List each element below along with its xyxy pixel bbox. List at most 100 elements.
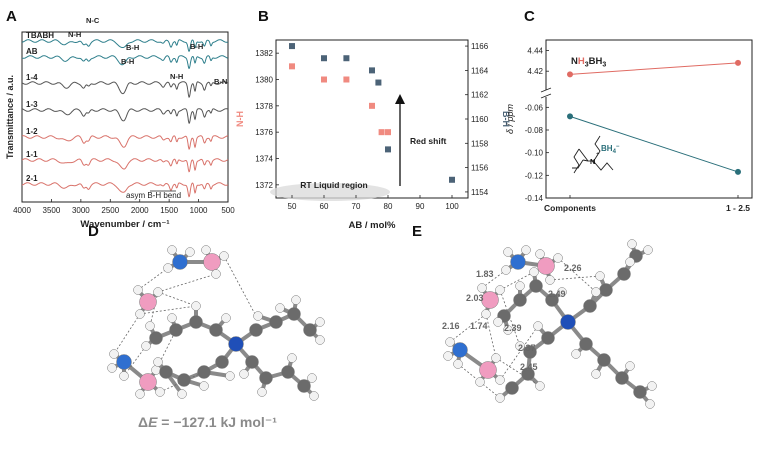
hydrogen-atom [503, 247, 513, 257]
x-tick-label: 50 [288, 202, 297, 211]
hydrogen-atom [107, 363, 117, 373]
series-label-1-2: 1-2 [26, 127, 38, 136]
distance-label: 2.03 [466, 293, 484, 303]
distance-label: 2.49 [548, 289, 566, 299]
nh3bh3-label-h: H [578, 56, 585, 67]
hydrogen-atom [135, 389, 145, 399]
ammonium-nitrogen-atom [228, 336, 244, 352]
left-y-tick-label: 1378 [255, 102, 273, 111]
hydrogen-atom [163, 263, 173, 273]
carbon-atom [523, 345, 537, 359]
dihydrogen-contact [157, 273, 217, 293]
hydrogen-atom [475, 377, 485, 387]
panel-b-frame [275, 39, 469, 199]
bh4-data-point [567, 113, 573, 120]
hydrogen-atom [501, 265, 511, 275]
nh-data-point [343, 76, 350, 83]
ftir-trace-1-2 [21, 135, 228, 150]
series-label-AB: AB [26, 47, 38, 56]
carbon-atom [579, 337, 593, 351]
distance-label: 1.83 [476, 269, 494, 279]
hydrogen-atom [529, 267, 539, 277]
red-shift-arrow-head [395, 94, 405, 104]
ftir-trace-TBABH [21, 39, 229, 53]
panel-a-x-ticks: 4000 3500 3000 2500 2000 1500 1000 500 [13, 199, 235, 215]
hydrogen-atom [627, 239, 637, 249]
hydrogen-atom [445, 337, 455, 347]
distance-label: 2.26 [564, 263, 582, 273]
panel-b-points [289, 43, 455, 183]
hydrogen-atom [453, 359, 463, 369]
y-tick-label: 4.44 [527, 46, 543, 55]
carbon-atom [281, 365, 295, 379]
bh-data-point [449, 176, 455, 183]
hydrogen-atom [219, 251, 229, 261]
nh3bh3-label-sub2: 3 [602, 62, 606, 69]
dihydrogen-contact [457, 363, 501, 399]
hydrogen-atom [535, 381, 545, 391]
series-label-1-4: 1-4 [26, 73, 38, 82]
hydrogen-atom [167, 245, 177, 255]
hydrogen-atom [535, 249, 545, 259]
bh-data-point [321, 55, 327, 62]
ftir-trace-2-1 [21, 182, 229, 198]
hydrogen-atom [495, 285, 505, 295]
panel-a-ftir-chart: 4000 3500 3000 2500 2000 1500 1000 500 TBABH AB 1… [5, 16, 235, 230]
right-y-tick-label: 1156 [471, 164, 489, 173]
boron-atom [139, 293, 157, 311]
ftir-trace-1-1 [21, 158, 229, 173]
hydrogen-atom [155, 387, 165, 397]
ftir-trace-AB [21, 55, 229, 70]
dihydrogen-contact [139, 305, 197, 315]
hydrogen-atom [571, 349, 581, 359]
hydrogen-atom [315, 335, 325, 345]
y-tick-label: -0.06 [525, 103, 544, 112]
hydrogen-atom [287, 353, 297, 363]
hydrogen-atom [199, 381, 209, 391]
bh4-label-sup: − [616, 144, 620, 150]
y-tick-label: -0.10 [525, 149, 544, 158]
carbon-atom [615, 371, 629, 385]
right-y-tick-label: 1154 [471, 188, 489, 197]
hydrogen-atom [625, 361, 635, 371]
dihydrogen-contact [499, 325, 539, 381]
hydrogen-atom [477, 283, 487, 293]
hydrogen-atom [495, 375, 505, 385]
panel-e-molecule: 1.83 2.26 2.03 2.49 2.16 1.74 2.39 2.37 2.45 [442, 239, 657, 409]
right-y-tick-label: 1166 [471, 42, 489, 51]
dihydrogen-contact [481, 269, 507, 289]
hydrogen-atom [119, 371, 129, 381]
axis-break-mark [540, 87, 552, 93]
hydrogen-atom [145, 321, 155, 331]
nh3bh3-label-bh: BH [589, 56, 603, 67]
x-category-label: 1 - 2.5 [726, 203, 750, 213]
dihydrogen-contact [155, 329, 177, 371]
carbon-atom [505, 381, 519, 395]
carbon-atom [287, 307, 301, 321]
carbon-atom [297, 379, 311, 393]
x-tick-label: 60 [320, 202, 329, 211]
bh-data-point [289, 43, 295, 50]
x-tick-label: 90 [416, 202, 425, 211]
nh3bh3-label-n: N [571, 56, 578, 67]
interaction-energy: ΔE = −127.1 kJ mol⁻¹ [138, 414, 277, 430]
hydrogen-atom [201, 245, 211, 255]
x-tick-label: 1500 [160, 206, 178, 215]
hydrogen-atom [515, 341, 525, 351]
hydrogen-atom [647, 381, 657, 391]
panel-b-ticks: 50 60 70 80 90 100 1372 1374 1376 1378 1380 1382 115… [255, 42, 489, 211]
y-tick-label: -0.08 [525, 126, 544, 135]
panel-c-ticks: 4.42 4.44 -0.06 -0.08 -0.10 -0.12 -0.14Compone… [525, 46, 751, 213]
boron-atom [139, 373, 157, 391]
panel-a-series-labels: TBABH AB 1-4 1-3 1-2 1-1 2-1 [26, 31, 54, 183]
rt-liquid-region-label: RT Liquid region [300, 180, 368, 190]
carbon-atom [177, 373, 191, 387]
hydrogen-atom [239, 369, 249, 379]
x-tick-label: 2000 [131, 206, 149, 215]
dihydrogen-contact [223, 255, 257, 317]
hydrogen-atom [185, 247, 195, 257]
ammonium-nitrogen-atom [560, 314, 576, 330]
x-category-label: Components [544, 203, 596, 213]
y-tick-label: -0.12 [525, 171, 544, 180]
band-label: B-H [190, 42, 203, 51]
